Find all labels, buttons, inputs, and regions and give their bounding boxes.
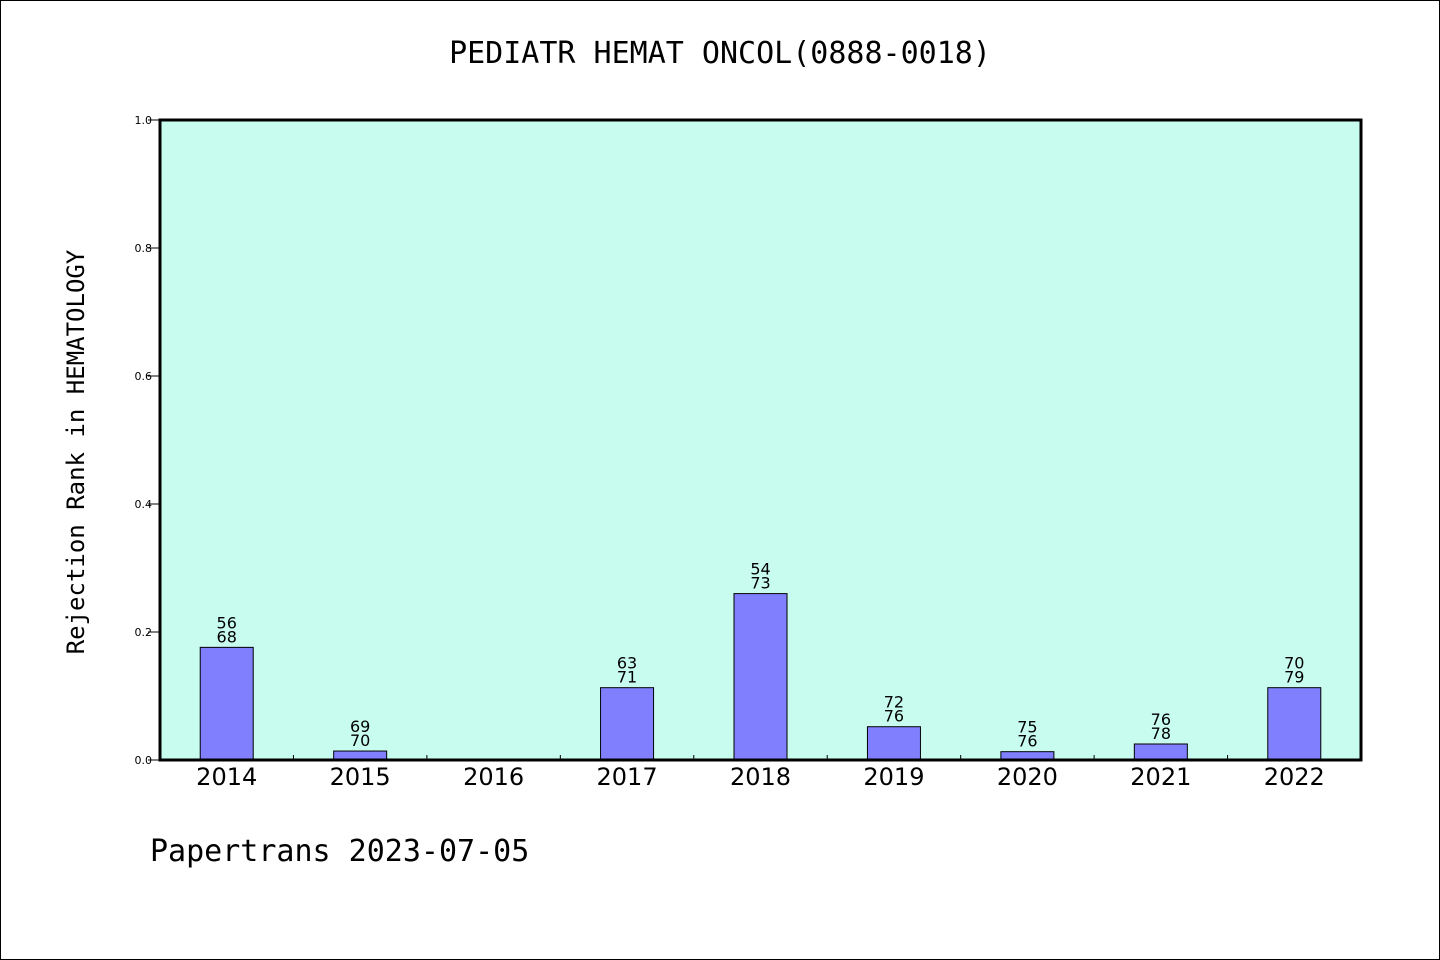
footer-credit: Papertrans 2023-07-05 — [150, 834, 530, 869]
bar-label-top: 63 — [617, 654, 637, 673]
bar-label-bottom: 73 — [750, 574, 770, 593]
bar-label-top: 54 — [750, 560, 770, 579]
y-tick-label: 0.4 — [135, 498, 153, 511]
chart-title: PEDIATR HEMAT ONCOL(0888-0018) — [449, 36, 991, 71]
bar-label-bottom: 71 — [617, 668, 637, 687]
x-tick-label: 2015 — [330, 763, 391, 791]
bar-label-bottom: 76 — [1017, 732, 1037, 751]
bar-label-top: 75 — [1017, 718, 1037, 737]
plot-border — [158, 118, 1363, 762]
bar-label-top: 76 — [1151, 710, 1171, 729]
x-tick-label: 2022 — [1264, 763, 1325, 791]
x-tick-label: 2014 — [196, 763, 257, 791]
x-tick-label: 2020 — [997, 763, 1058, 791]
bar-label-top: 72 — [884, 693, 904, 712]
y-tick-label: 0.6 — [135, 370, 153, 383]
x-axis: 2014 2015 2016 2017 2018 2019 2020 2021 2022 — [196, 755, 1325, 791]
bar-label-bottom: 70 — [350, 731, 370, 750]
bar — [1133, 743, 1188, 761]
bar — [733, 593, 788, 761]
y-axis: 0.0 0.2 0.4 0.6 0.8 1.0 — [135, 114, 160, 767]
bar-label-bottom: 79 — [1284, 668, 1304, 687]
bar — [866, 726, 921, 761]
bar-label-bottom: 76 — [884, 707, 904, 726]
bar-label-bottom: 68 — [217, 627, 237, 646]
x-tick-label: 2017 — [597, 763, 658, 791]
y-tick-label: 0.0 — [135, 754, 153, 767]
x-tick-label: 2019 — [863, 763, 924, 791]
x-tick-label: 2018 — [730, 763, 791, 791]
bar — [1267, 687, 1322, 761]
bar — [600, 687, 655, 761]
x-tick-label: 2021 — [1130, 763, 1191, 791]
bar-label-top: 70 — [1284, 654, 1304, 673]
bar-label-bottom: 78 — [1151, 724, 1171, 743]
x-tick-label: 2016 — [463, 763, 524, 791]
bar — [199, 646, 254, 761]
y-tick-label: 0.8 — [135, 242, 153, 255]
y-tick-label: 0.2 — [135, 626, 153, 639]
y-tick-label: 1.0 — [135, 114, 153, 127]
bar-label-top: 69 — [350, 717, 370, 736]
bar-label-top: 56 — [217, 613, 237, 632]
